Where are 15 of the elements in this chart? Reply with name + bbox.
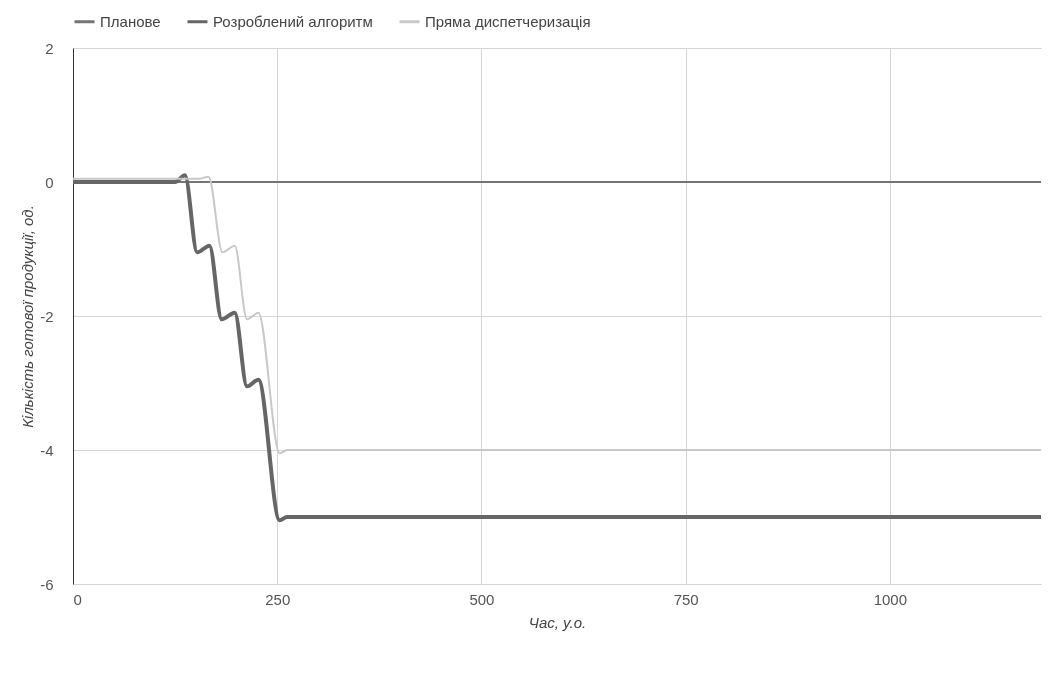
y-tick-label: -6 <box>40 575 54 593</box>
y-tick-label: 2 <box>45 39 54 57</box>
y-tick-label: -2 <box>40 307 54 325</box>
legend-label: Розроблений алгоритм <box>213 12 373 30</box>
x-tick-label: 750 <box>673 590 699 608</box>
x-tick-label: 500 <box>469 590 495 608</box>
y-axis-title: Кількість готової продукції, од. <box>19 205 37 428</box>
y-tick-label: 0 <box>45 173 54 191</box>
x-tick-label: 250 <box>265 590 291 608</box>
y-tick-label: -4 <box>40 441 54 459</box>
legend-label: Планове <box>100 12 161 30</box>
x-tick-label: 0 <box>73 590 82 608</box>
x-axis-title: Час, у.о. <box>528 613 587 631</box>
x-tick-label: 1000 <box>873 590 908 608</box>
legend-label: Пряма диспетчеризація <box>425 12 591 30</box>
